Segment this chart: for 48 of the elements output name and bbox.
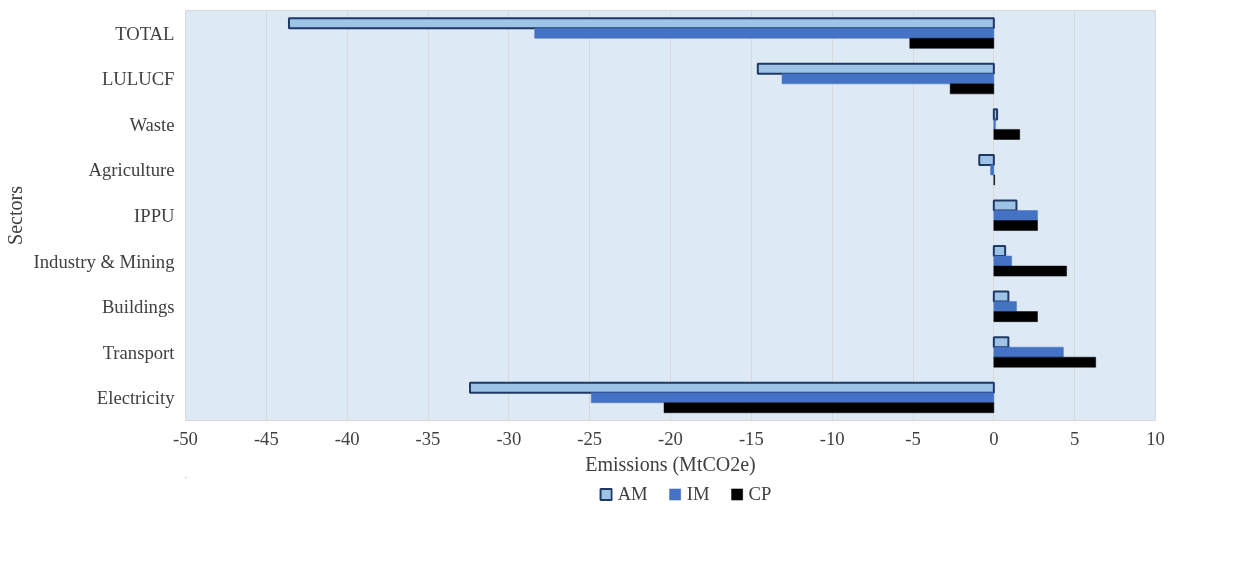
bar: [993, 265, 1067, 277]
bar: [993, 301, 1017, 312]
x-tick-label: 5: [1070, 427, 1080, 449]
bar: [993, 356, 1096, 368]
legend-label: AM: [617, 483, 648, 505]
x-tick-label: 10: [1146, 427, 1165, 449]
bar: [992, 108, 999, 121]
y-tick-label: IPPU: [134, 205, 176, 226]
bar: [287, 17, 995, 30]
bar: [663, 402, 995, 414]
x-tick-label: -25: [577, 427, 603, 449]
x-tick-label: -35: [415, 427, 441, 449]
y-tick-label: Buildings: [101, 296, 175, 318]
bar: [909, 38, 995, 49]
bar: [993, 210, 1038, 221]
y-tick-label: Transport: [102, 341, 176, 363]
x-tick-label: -15: [738, 427, 764, 449]
bar: [990, 164, 995, 176]
bar: [781, 73, 995, 85]
y-axis-title: Sectors: [3, 185, 26, 245]
bar: [949, 83, 995, 95]
x-tick-label: 0: [989, 427, 999, 449]
bar: [993, 129, 1020, 140]
y-tick-label: Waste: [129, 113, 175, 135]
x-tick-label: -10: [819, 427, 845, 449]
bar: [992, 199, 1018, 212]
bar: [591, 392, 995, 403]
y-tick-label: Agriculture: [88, 159, 175, 181]
x-tick-label: -40: [334, 427, 360, 449]
x-tick-label: -30: [496, 427, 522, 449]
y-tick-label: TOTAL: [115, 22, 175, 44]
bar: [993, 220, 1038, 231]
x-tick-label: -5: [905, 427, 921, 449]
bar: [993, 311, 1038, 322]
x-tick-label: -45: [253, 427, 279, 449]
bar: [993, 346, 1064, 358]
legend-label: CP: [748, 483, 772, 505]
bar: [978, 153, 995, 166]
x-tick-label: -50: [173, 427, 198, 449]
y-tick-label: LULUCF: [101, 68, 175, 90]
bar: [534, 28, 995, 39]
y-tick-label: Industry & Mining: [33, 250, 175, 272]
x-tick-label: -20: [658, 427, 683, 449]
bar: [993, 255, 1012, 267]
bar: [992, 336, 1010, 349]
x-axis-title: Emissions (MtCO2e): [585, 452, 756, 476]
legend-label: IM: [686, 483, 710, 505]
y-tick-label: Electricity: [96, 387, 176, 409]
